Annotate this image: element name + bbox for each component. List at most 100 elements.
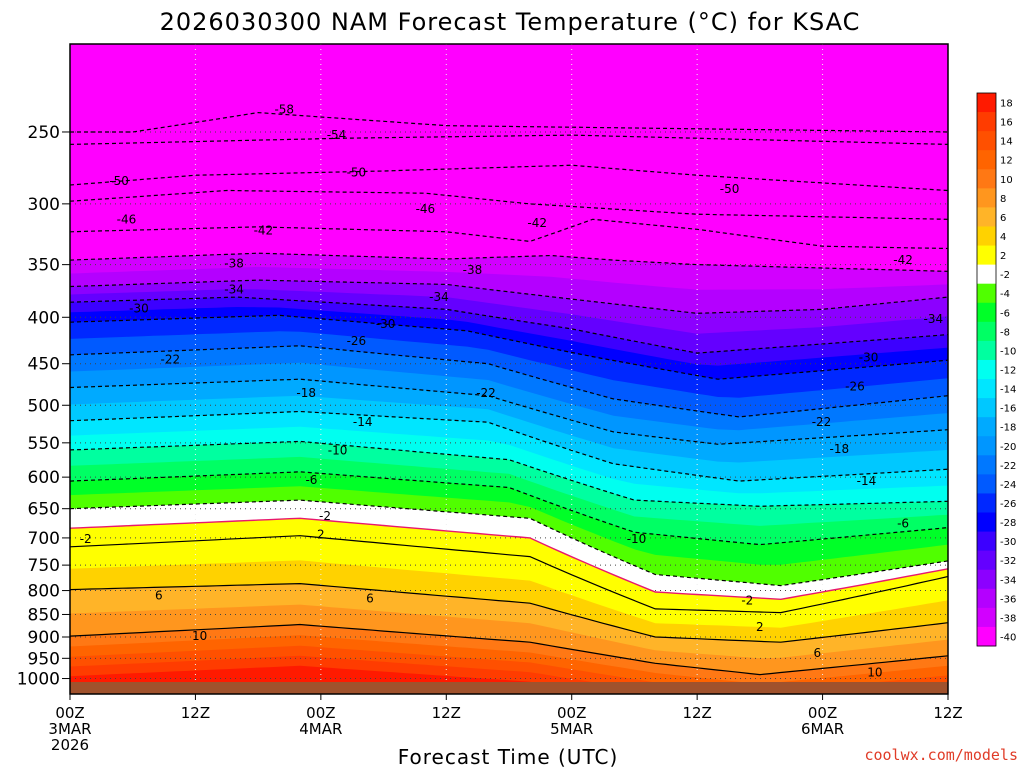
colorbar-label: 6: [1000, 213, 1006, 224]
contour-label: -50: [347, 165, 367, 179]
contour-label: -58: [274, 102, 294, 116]
contour-label: 10: [867, 666, 882, 680]
colorbar-swatch: [977, 321, 996, 342]
contour-label: -30: [129, 301, 149, 315]
contour-label: -2: [80, 532, 92, 546]
isotherm-contours: [70, 111, 948, 676]
y-tick-label: 750: [28, 556, 60, 576]
colorbar-label: 18: [1000, 99, 1013, 110]
contour-label: -2: [741, 593, 753, 607]
colorbar: 18 16 14 12 10 8 6 4 2 -2 -4 -6 -8 -10 -12 -14 -16 -18 -20…: [976, 92, 1016, 647]
isotherm-2: [70, 535, 948, 614]
isotherm--42: [70, 218, 948, 250]
credit-text: coolwx.com/models: [864, 746, 1018, 764]
contour-labels: -58 -54 -50 -50 -50 -46 -46 -42 -42 -42 -38 -38 -34 -…: [80, 102, 943, 679]
colorbar-label: -12: [1000, 366, 1016, 377]
colorbar-label: -20: [1000, 442, 1016, 453]
colorbar-label: 16: [1000, 118, 1013, 129]
colorbar-label: -14: [1000, 385, 1016, 396]
colorbar-label: -40: [1000, 632, 1016, 643]
temperature-fill: [70, 44, 948, 694]
contour-label: -22: [476, 386, 496, 400]
plot-frame: [69, 43, 949, 695]
x-tick-label: 12Z: [181, 704, 210, 722]
colorbar-label: -26: [1000, 499, 1016, 510]
colorbar-label: -16: [1000, 404, 1016, 415]
colorbar-swatch: [977, 340, 996, 361]
x-tick-label: 5MAR: [550, 720, 593, 738]
y-tick-label: 700: [28, 529, 60, 549]
contour-label: -34: [224, 283, 244, 297]
x-axis-label: Forecast Time (UTC): [398, 745, 619, 768]
contour-label: -10: [328, 444, 348, 458]
plot-area: -58 -54 -50 -50 -50 -46 -46 -42 -42 -42 -38 -38 -34 -…: [70, 44, 948, 694]
contour-label: -42: [254, 224, 274, 238]
x-tick-label: 3MAR: [48, 720, 91, 738]
colorbar-label: -36: [1000, 594, 1016, 605]
isotherm-10: [70, 623, 948, 676]
colorbar-label: -4: [1000, 289, 1010, 300]
x-tick-label: 6MAR: [801, 720, 844, 738]
x-tick-label: 4MAR: [299, 720, 342, 738]
y-tick-label: 400: [28, 308, 60, 328]
contour-label: 10: [192, 629, 207, 643]
contour-label: 6: [155, 588, 163, 602]
isotherm--58: [70, 111, 948, 133]
colorbar-label: -8: [1000, 327, 1010, 338]
colorbar-swatch: [977, 626, 996, 647]
contour-label: -26: [845, 380, 865, 394]
chart-title: 2026030300 NAM Forecast Temperature (°C)…: [160, 8, 861, 36]
colorbar-swatch: [977, 226, 996, 247]
ground-strip: [70, 682, 948, 694]
grid-lines: [70, 44, 948, 694]
colorbar-label: 8: [1000, 194, 1006, 205]
colorbar-swatch: [977, 436, 996, 456]
colorbar-swatch: [977, 112, 996, 132]
isotherm-0: [70, 517, 948, 601]
y-tick-label: 500: [28, 396, 60, 416]
colorbar-label: -6: [1000, 308, 1010, 319]
colorbar-label: 14: [1000, 137, 1013, 148]
contour-label: -14: [353, 415, 373, 429]
colorbar-swatch: [977, 359, 996, 380]
contour-label: -34: [924, 312, 944, 326]
contour-label: 6: [814, 646, 822, 660]
colorbar-swatch: [977, 531, 996, 552]
x-tick-label: 00Z: [557, 704, 586, 722]
y-tick-label: 350: [28, 256, 60, 276]
contour-label: -30: [376, 317, 396, 331]
colorbar-label: -18: [1000, 423, 1016, 434]
x-tick-label: 00Z: [808, 704, 837, 722]
colorbar-swatch: [977, 588, 996, 609]
y-tick-label: 1000: [17, 670, 60, 690]
x-tick-label: 2026: [51, 736, 89, 754]
isotherm--54: [70, 134, 948, 145]
contour-label: -34: [429, 290, 449, 304]
colorbar-swatch: [977, 569, 996, 590]
contour-label: -26: [347, 334, 367, 348]
y-axis: 250 300 350 400 450 500 550 600 650 700 750 800 850 9…: [17, 123, 70, 690]
contour-label: -42: [527, 216, 547, 230]
y-tick-label: 900: [28, 628, 60, 648]
colorbar-label: -28: [1000, 518, 1016, 529]
colorbar-label: 4: [1000, 232, 1006, 243]
isotherm--30: [70, 296, 948, 354]
colorbar-swatch: [977, 474, 996, 494]
colorbar-swatch: [977, 245, 996, 266]
y-tick-label: 850: [28, 605, 60, 625]
y-tick-label: 800: [28, 582, 60, 602]
isotherm--26: [70, 314, 948, 380]
colorbar-label: -32: [1000, 556, 1016, 567]
isotherm--2: [70, 499, 948, 587]
colorbar-swatch: [977, 379, 996, 399]
x-tick-label: 12Z: [432, 704, 461, 722]
colorbar-label: -38: [1000, 613, 1016, 624]
colorbar-swatch: [977, 169, 996, 189]
contour-label: -22: [161, 352, 181, 366]
colorbar-swatch: [977, 283, 996, 304]
contour-label: -38: [463, 263, 483, 277]
colorbar-label: -24: [1000, 480, 1016, 491]
isotherm--18: [70, 378, 948, 445]
colorbar-swatch: [977, 264, 996, 285]
